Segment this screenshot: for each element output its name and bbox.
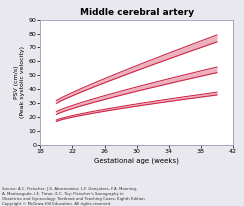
Text: Source: A.C. Fleischer, J.S. Abramowicz, L.F. Gonçalves, F.A. Manning,
A. Montea: Source: A.C. Fleischer, J.S. Abramowicz,… bbox=[2, 187, 145, 206]
Y-axis label: PSV (cm/s)
(Peak systolic velocity): PSV (cm/s) (Peak systolic velocity) bbox=[14, 46, 25, 118]
X-axis label: Gestational age (weeks): Gestational age (weeks) bbox=[94, 157, 179, 164]
Title: Middle cerebral artery: Middle cerebral artery bbox=[80, 8, 194, 17]
